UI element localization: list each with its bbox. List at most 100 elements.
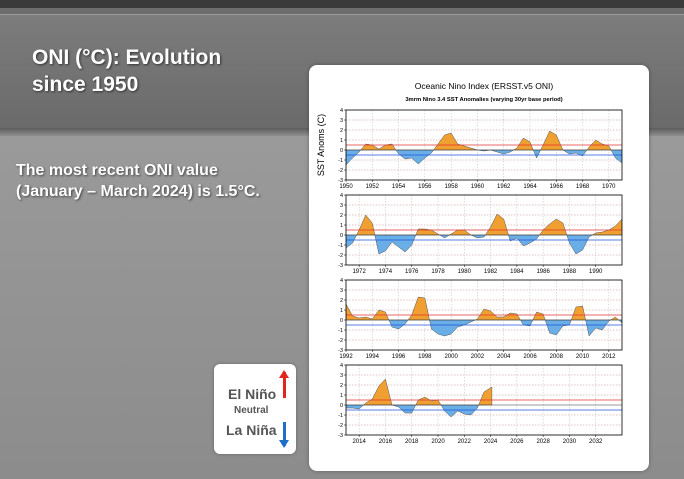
x-tick-label: 1986 [536,269,550,275]
x-tick-label: 1978 [431,269,445,275]
x-tick-label: 2016 [379,439,393,445]
el-nino-area [346,296,622,320]
recent-oni-text: The most recent ONI value (January – Mar… [16,160,260,202]
y-tick-label: 0 [340,233,343,239]
x-tick-label: 1974 [379,269,393,275]
x-tick-label: 2006 [523,354,537,360]
x-tick-label: 2010 [576,354,590,360]
y-tick-label: 3 [340,288,343,294]
x-tick-label: 1998 [418,354,432,360]
y-tick-label: 0 [340,148,343,154]
x-tick-label: 2002 [471,354,485,360]
panel-frame [345,364,623,436]
y-tick-label: 4 [340,193,343,199]
x-tick-label: 2014 [352,439,366,445]
y-tick-label: 0 [340,403,343,409]
y-tick-label: 4 [340,108,343,114]
x-tick-label: 2030 [563,439,577,445]
x-tick-label: 2012 [602,354,616,360]
x-tick-label: 2026 [510,439,524,445]
y-tick-label: 3 [340,118,343,124]
up-arrow-icon [279,370,289,398]
x-tick-label: 1992 [339,354,353,360]
el-nino-area [346,378,493,405]
x-tick-label: 1980 [458,269,472,275]
panel-4: 4 3 2 1 0 -1 -2 -3 2014 2016 2018 2020 2022 2024 2026 2… [338,363,623,445]
y-tick-label: -3 [338,348,343,354]
y-tick-label: -3 [338,263,343,269]
x-tick-label: 2024 [484,439,498,445]
y-tick-label: -1 [338,158,343,164]
x-tick-label: 1988 [563,269,577,275]
x-tick-label: 1964 [523,184,537,190]
oni-chart: Oceanic Nino Index (ERSST.v5 ONI) 3mrm N… [316,81,623,445]
x-tick-label: 1952 [366,184,380,190]
x-tick-label: 1950 [339,184,353,190]
recent-oni-line2: (January – March 2024) is 1.5°C. [16,183,260,200]
y-tick-label: 3 [340,203,343,209]
x-tick-label: 1968 [576,184,590,190]
y-tick-label: 4 [340,363,343,369]
x-tick-label: 2018 [405,439,419,445]
y-tick-label: 3 [340,373,343,379]
x-tick-label: 2004 [497,354,511,360]
x-tick-label: 1984 [510,269,524,275]
y-tick-label: -1 [338,413,343,419]
y-tick-label: -3 [338,433,343,439]
legend-la-nina: La Niña [226,422,277,438]
x-tick-label: 1982 [484,269,498,275]
x-tick-label: 1954 [392,184,406,190]
y-tick-label: -1 [338,243,343,249]
y-tick-label: -3 [338,178,343,184]
recent-oni-line1: The most recent ONI value [16,162,218,179]
x-tick-label: 1960 [471,184,485,190]
la-nina-area [346,320,622,337]
top-stripe [0,8,684,14]
slide-title-line1: ONI (°C): Evolution [32,46,222,69]
panel-2: 4 3 2 1 0 -1 -2 -3 1972 1974 1976 1978 1980 1982 1984 1… [338,193,623,275]
down-arrow-icon [279,422,289,448]
enso-legend: El Niño Neutral La Niña [214,364,296,454]
y-tick-label: -2 [338,423,343,429]
x-tick-label: 1990 [589,269,603,275]
y-tick-label: 1 [340,393,343,399]
legend-neutral: Neutral [234,405,269,416]
x-tick-label: 2000 [444,354,458,360]
la-nina-area [346,235,622,255]
x-tick-label: 1996 [392,354,406,360]
y-tick-label: 4 [340,278,343,284]
la-nina-area [346,405,493,418]
x-tick-label: 1966 [550,184,564,190]
y-tick-label: 2 [340,128,343,134]
x-tick-label: 1994 [366,354,380,360]
y-tick-label: -2 [338,168,343,174]
y-tick-label: -2 [338,338,343,344]
slide-title: ONI (°C): Evolution since 1950 [32,44,221,98]
x-tick-label: 2022 [458,439,472,445]
x-tick-label: 2020 [431,439,445,445]
y-tick-label: 2 [340,298,343,304]
y-tick-label: 1 [340,138,343,144]
y-axis-label: SST Anoms (C) [316,114,326,176]
x-tick-label: 1970 [602,184,616,190]
y-tick-label: -1 [338,328,343,334]
panel-frame [345,109,623,181]
x-tick-label: 1958 [444,184,458,190]
legend-el-nino: El Niño [228,386,277,402]
y-tick-label: 1 [340,223,343,229]
chart-subtitle: 3mrm Nino 3.4 SST Anomalies (varying 30y… [405,97,562,103]
x-tick-label: 1962 [497,184,511,190]
x-tick-label: 1972 [352,269,366,275]
chart-title: Oceanic Nino Index (ERSST.v5 ONI) [415,81,554,91]
panel-frame [345,279,623,351]
x-tick-label: 2008 [550,354,564,360]
x-tick-label: 2032 [589,439,603,445]
x-tick-label: 1976 [405,269,419,275]
y-tick-label: 1 [340,308,343,314]
slide-title-line2: since 1950 [32,73,139,96]
y-tick-label: 2 [340,383,343,389]
y-tick-label: 2 [340,213,343,219]
